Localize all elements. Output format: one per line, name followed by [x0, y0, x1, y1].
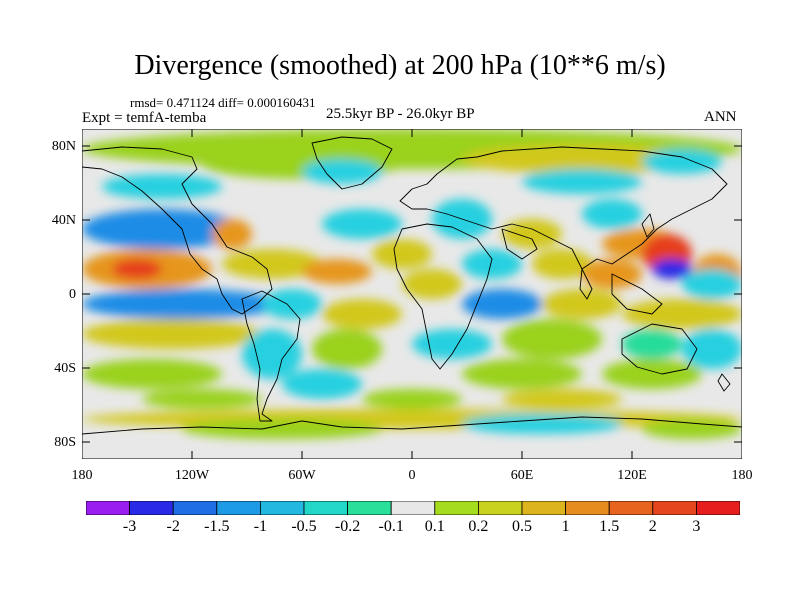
colorbar-swatch	[86, 501, 130, 515]
colorbar-level-label: 3	[692, 518, 701, 535]
field-contour-cyan	[322, 209, 402, 239]
colorbar-level-label: -2	[166, 518, 180, 535]
x-axis-label: 60W	[288, 468, 316, 483]
field-contour-yellow	[502, 389, 622, 409]
field-contour-yellow	[502, 219, 562, 249]
colorbar-level-label: 0.5	[512, 518, 532, 535]
coastlines	[82, 136, 742, 435]
colorbar-level-label: 0.2	[468, 518, 489, 535]
colorbar-swatch	[477, 501, 523, 515]
x-axis-label: 0	[408, 468, 416, 483]
field-contour-orange	[212, 219, 252, 249]
field-contour-cyan	[262, 289, 322, 319]
colorbar-swatch	[172, 501, 218, 515]
experiment-label: Expt = temfA-temba	[82, 110, 207, 126]
x-axis-label: 120E	[617, 468, 647, 483]
field-contour-ocean_light	[462, 359, 582, 389]
y-axis-label: 40S	[54, 361, 76, 376]
x-axis-label: 180	[71, 468, 93, 483]
colorbar-level-label: -0.5	[291, 518, 317, 535]
colorbar-swatch	[347, 501, 392, 515]
x-axis-label: 180	[731, 468, 753, 483]
divergence-field	[82, 129, 742, 439]
field-contour-blue	[462, 289, 542, 319]
field-contour-yellow	[222, 249, 322, 279]
axis-ticks	[82, 129, 742, 459]
field-contour-cyan	[282, 369, 362, 399]
field-contour-cyan	[302, 159, 382, 184]
colorbar-level-label: -0.2	[334, 518, 361, 535]
colorbar-level-label: 2	[648, 518, 657, 535]
field-contour-ocean_light	[312, 329, 382, 369]
field-contour-cyan	[242, 329, 302, 379]
field-contour-cyan	[642, 149, 722, 174]
field-contour-ocean_light	[362, 389, 462, 409]
field-contour-blue	[82, 209, 242, 249]
colorbar-swatch	[696, 501, 740, 515]
field-contour-cyan	[582, 199, 642, 229]
colorbar-level-label: -3	[122, 518, 137, 535]
field-contour-cyan	[102, 174, 222, 199]
colorbar-swatch	[129, 501, 174, 515]
colorbar-swatch	[390, 501, 436, 515]
field-contour-green	[622, 329, 682, 359]
colorbar-level-label: -1	[253, 518, 268, 535]
period-label: 25.5kyr BP - 26.0kyr BP	[326, 106, 475, 122]
y-axis-label: 40N	[51, 213, 76, 228]
colorbar-swatch	[565, 501, 610, 515]
stats-label: rmsd= 0.471124 diff= 0.000160431	[130, 95, 316, 110]
y-axis-label: 0	[69, 287, 76, 302]
field-contour-yellow	[532, 249, 592, 279]
field-contour-cyan	[682, 269, 742, 299]
field-contour-ocean_light	[82, 359, 222, 389]
y-axis-label: 80N	[51, 139, 76, 154]
field-contour-yellow	[462, 144, 702, 174]
field-contour-ocean_light	[502, 319, 602, 359]
colorbar-swatch	[521, 501, 566, 515]
field-contour-ocean_light	[182, 419, 382, 439]
field-contour-yellow	[82, 319, 262, 349]
field-contour-cyan	[682, 329, 742, 369]
field-contour-deep_blue	[652, 259, 692, 279]
colorbar-level-label: -0.1	[378, 518, 404, 535]
field-contour-ocean_light	[602, 359, 702, 389]
field-contour-orange	[302, 259, 372, 284]
x-axis-label: 120W	[174, 468, 210, 483]
colorbar-level-label: 0.1	[424, 518, 445, 535]
field-contour-yellow	[402, 269, 462, 299]
colorbar-swatch	[303, 501, 348, 515]
colorbar-swatch	[652, 501, 697, 515]
field-contour-cyan	[412, 329, 492, 359]
y-axis-label: 80S	[54, 435, 76, 450]
colorbar-level-label: -1.5	[204, 518, 230, 535]
x-axis-label: 60E	[510, 468, 534, 483]
colorbar-swatch	[608, 501, 654, 515]
colorbar-swatch	[434, 501, 479, 515]
field-contour-ocean_light	[642, 419, 742, 439]
field-contour-blue	[82, 289, 282, 319]
field-contour-red	[112, 259, 162, 279]
field-contour-cyan	[462, 249, 522, 279]
field-contour-yellow	[542, 289, 622, 319]
colorbar-level-label: 1.5	[599, 518, 620, 535]
colorbar-level-label: 1	[561, 518, 570, 535]
colorbar	[86, 501, 740, 515]
field-contour-yellow	[322, 299, 402, 329]
colorbar-swatch	[259, 501, 305, 515]
season-label: ANN	[704, 109, 737, 125]
colorbar-swatch	[216, 501, 261, 515]
field-contour-cyan	[522, 169, 642, 194]
map-title: Divergence (smoothed) at 200 hPa (10**6 …	[134, 50, 666, 81]
field-contour-yellow	[372, 239, 432, 269]
divergence-map	[82, 129, 742, 459]
field-contour-cyan	[462, 414, 622, 434]
field-contour-yellow	[622, 299, 742, 329]
field-contour-ocean_light	[142, 389, 262, 409]
